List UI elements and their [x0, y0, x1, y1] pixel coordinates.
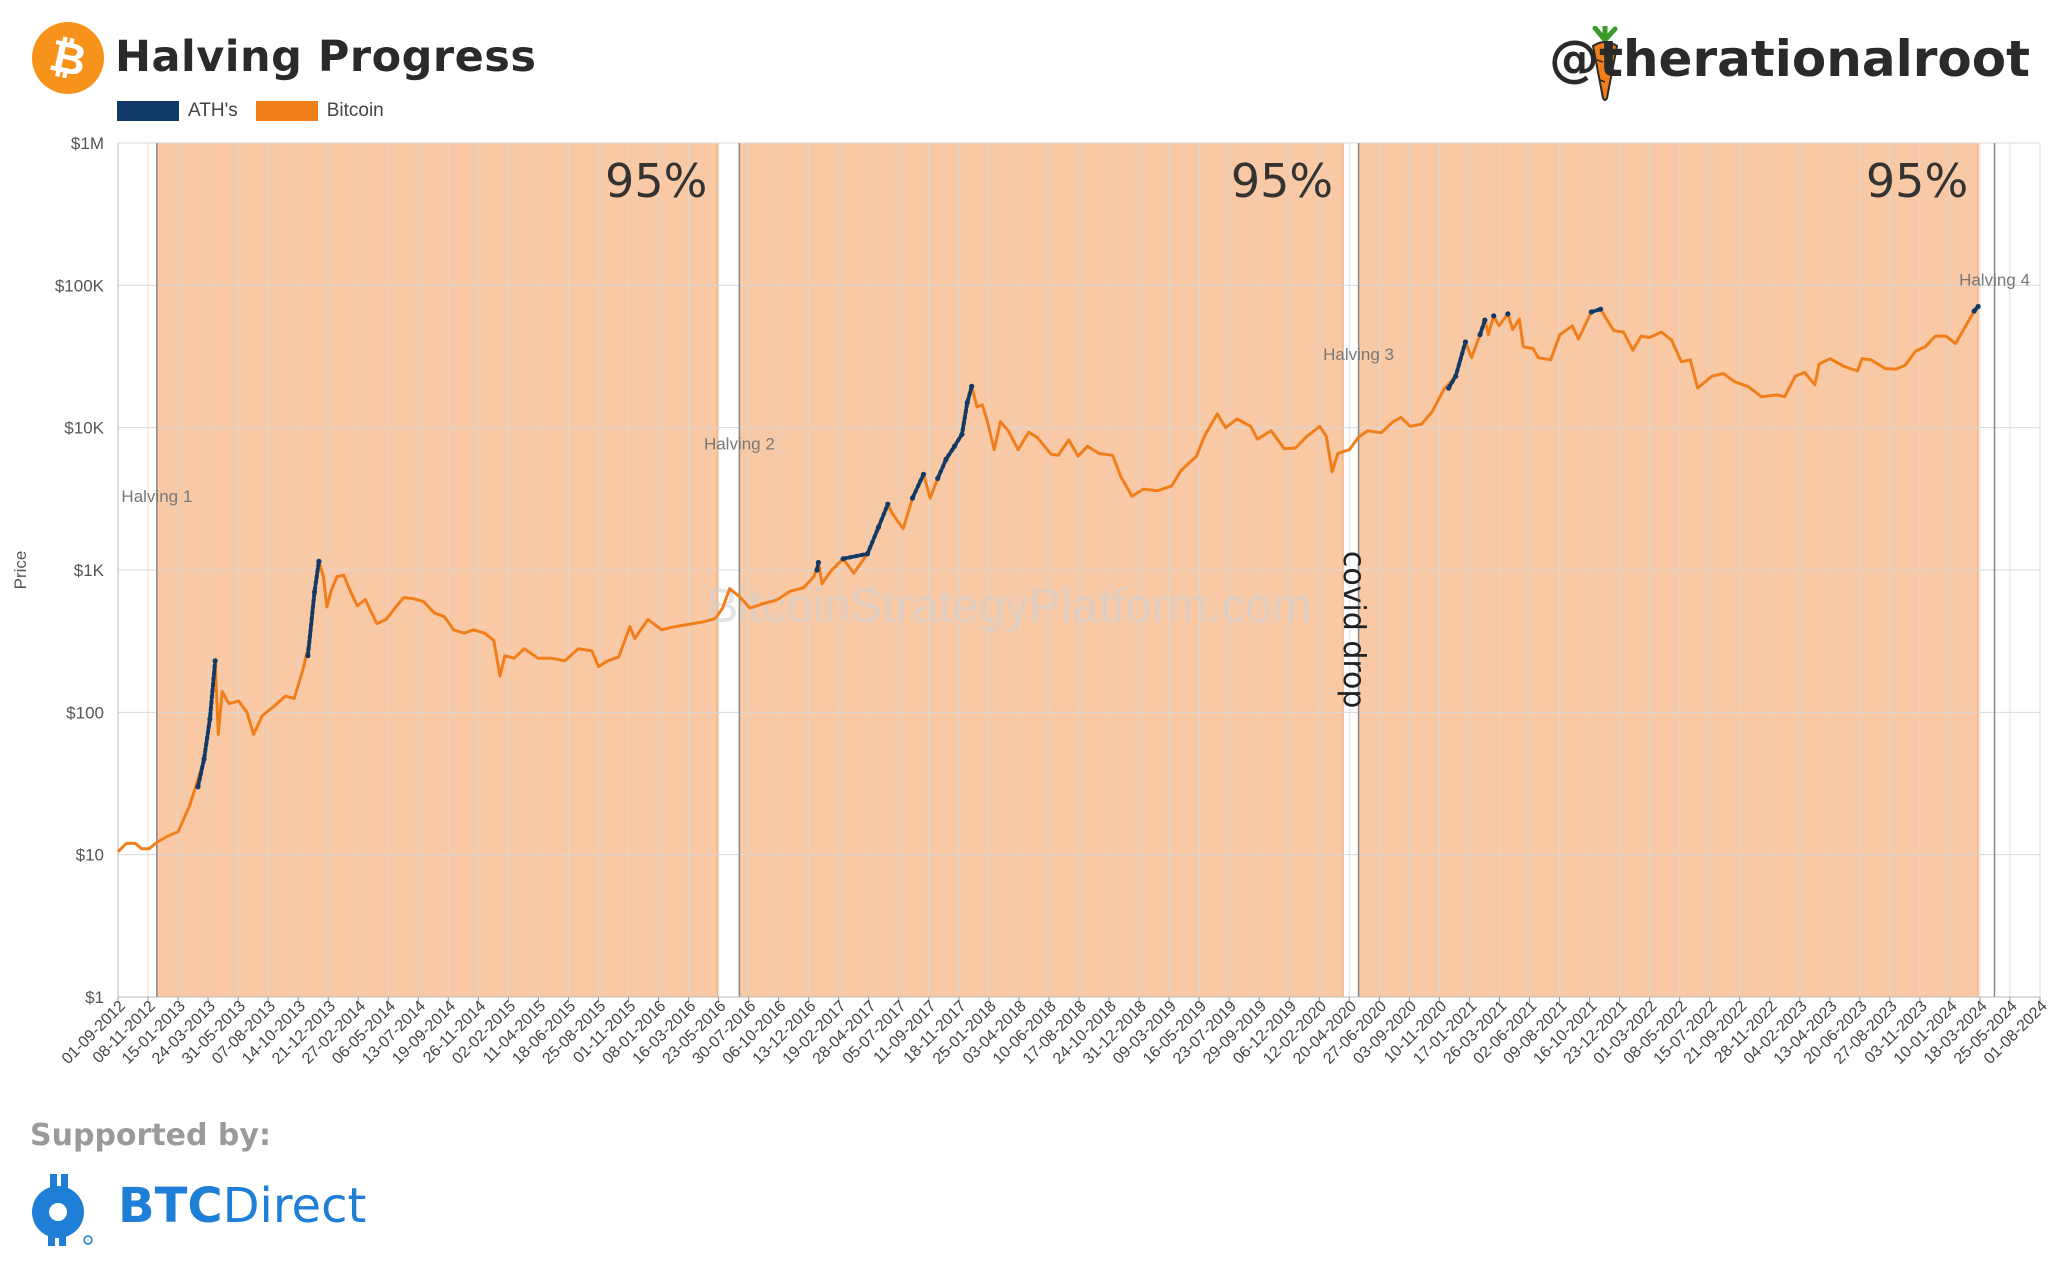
y-tick-label: $1 [85, 988, 104, 1007]
ath-point [1491, 313, 1497, 319]
ath-segment [935, 384, 974, 481]
ath-segment [841, 502, 890, 561]
halving-label: Halving 4 [1959, 270, 2030, 289]
ath-point [875, 524, 882, 530]
ath-point [1971, 308, 1977, 314]
band-percent-label: 95% [1866, 154, 1968, 208]
ath-point [814, 567, 820, 573]
covid-drop-annotation: covid drop [1336, 551, 1371, 709]
sponsor-name: BTCDirect [118, 1178, 366, 1234]
ath-point [1446, 385, 1452, 391]
ath-point [212, 658, 218, 664]
bitcoin-price-line [116, 305, 1980, 853]
ath-point [316, 558, 322, 564]
halving-progress-chart: $1 $10 $100 $1K $10K $100K $1M 95% 95% 95% Halving… [11, 134, 2050, 1068]
ath-point [1975, 303, 1981, 310]
y-tick-label: $1M [71, 134, 104, 153]
ath-point [1482, 317, 1488, 323]
chart-legend: ATH's Bitcoin [117, 100, 390, 122]
y-tick-label: $100K [55, 276, 105, 295]
page-title: Halving Progress [115, 32, 537, 82]
watermark-text: BitcoinStrategyPlatform.com [706, 580, 1312, 633]
ath-point [311, 589, 318, 595]
ath-point [1588, 309, 1594, 315]
ath-point [964, 400, 970, 406]
y-tick-label: $100 [66, 703, 104, 722]
ath-point [1453, 373, 1459, 379]
ath-point [935, 475, 941, 482]
ath-point [815, 559, 822, 566]
halving-label: Halving 1 [121, 487, 192, 506]
y-tick-label: $10 [76, 846, 104, 865]
band-percent-label: 95% [605, 154, 707, 208]
ath-point [1597, 306, 1604, 312]
ath-point [207, 716, 213, 722]
halving-label: Halving 3 [1323, 345, 1394, 364]
ath-segment [910, 472, 926, 501]
author-handle: @therationalroot [1549, 30, 2030, 88]
ath-point [959, 431, 965, 437]
y-tick-label: $1K [74, 561, 105, 580]
ath-segment [195, 658, 218, 789]
ath-point [195, 784, 201, 790]
sponsor-name-rest: Direct [222, 1178, 367, 1234]
carrot-icon [1591, 26, 1619, 101]
y-tick-label: $10K [64, 419, 104, 438]
legend-swatch [117, 101, 179, 121]
btc-direct-icon [32, 1174, 93, 1246]
legend-label: ATH's [188, 100, 238, 121]
ath-point [885, 501, 891, 507]
ath-point [1477, 332, 1483, 338]
ath-point [920, 471, 927, 477]
ath-point [1462, 339, 1469, 345]
halving-label: Halving 2 [704, 435, 775, 454]
ath-point [201, 756, 207, 762]
legend-item-bitcoin[interactable]: Bitcoin [255, 100, 384, 122]
supported-by-label: Supported by: [30, 1118, 271, 1153]
ath-point [951, 443, 958, 449]
legend-label: Bitcoin [326, 100, 384, 121]
ath-point [1505, 311, 1511, 317]
band-percent-label: 95% [1231, 154, 1333, 208]
bitcoin-icon: ₿ [32, 22, 104, 94]
ath-point [943, 456, 949, 462]
legend-item-aths[interactable]: ATH's [117, 100, 238, 122]
legend-swatch [255, 101, 318, 121]
ath-point [864, 551, 871, 557]
ath-point [969, 383, 975, 389]
ath-point [840, 556, 846, 562]
sponsor-name-bold: BTC [118, 1178, 223, 1234]
ath-point [305, 653, 311, 659]
ath-point [909, 495, 916, 501]
y-axis-label: Price [11, 551, 30, 590]
